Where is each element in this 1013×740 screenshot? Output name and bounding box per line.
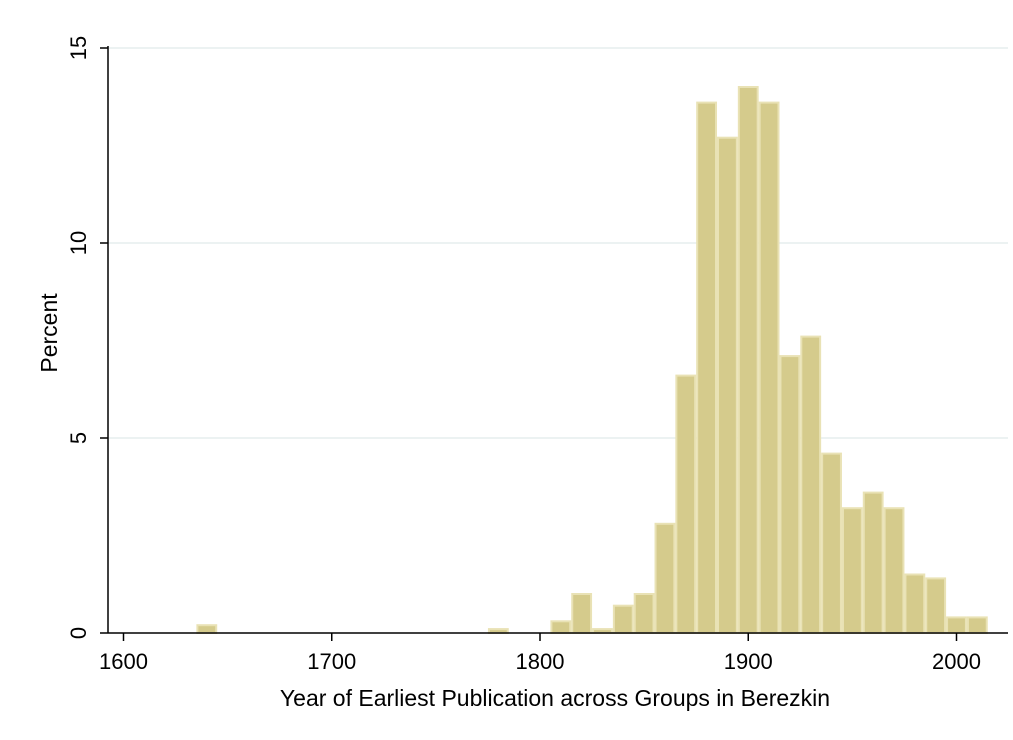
histogram-bar: [925, 577, 947, 635]
histogram-bar: [612, 604, 634, 635]
x-tick-label: 2000: [932, 649, 981, 674]
histogram-bar: [946, 616, 967, 635]
histogram-bar: [571, 593, 593, 634]
y-tick-label: 5: [66, 432, 91, 444]
histogram-bar: [717, 136, 738, 634]
axes: [100, 46, 1008, 641]
tick-labels: 0 5 10 15 1600 1700 1800 1900 2000: [66, 36, 981, 674]
histogram-bar: [841, 507, 863, 635]
histogram-bar: [696, 101, 718, 635]
histogram-bar: [196, 624, 218, 635]
histogram-bar: [800, 335, 822, 634]
x-tick-label: 1600: [99, 649, 148, 674]
histogram-bar: [779, 355, 801, 634]
histogram-bar: [862, 491, 884, 634]
histogram-bar: [904, 573, 926, 634]
histogram-bar: [737, 86, 759, 634]
gridlines: [108, 47, 1008, 439]
x-axis-title: Year of Earliest Publication across Grou…: [280, 685, 830, 711]
y-tick-label: 10: [66, 231, 91, 255]
histogram-bar: [821, 452, 842, 634]
histogram-bar: [675, 374, 697, 634]
y-axis-title: Percent: [36, 293, 62, 373]
histogram-bar: [633, 593, 655, 634]
x-tick-label: 1800: [516, 649, 565, 674]
bars: [196, 86, 988, 635]
histogram-bar: [758, 101, 780, 635]
y-tick-label: 15: [66, 36, 91, 60]
histogram-bar: [654, 522, 676, 634]
histogram-bar: [883, 507, 905, 635]
histogram-bar: [550, 620, 572, 634]
x-tick-label: 1700: [307, 649, 356, 674]
x-tick-label: 1900: [724, 649, 773, 674]
histogram-bar: [966, 616, 988, 635]
y-tick-label: 0: [66, 627, 91, 639]
